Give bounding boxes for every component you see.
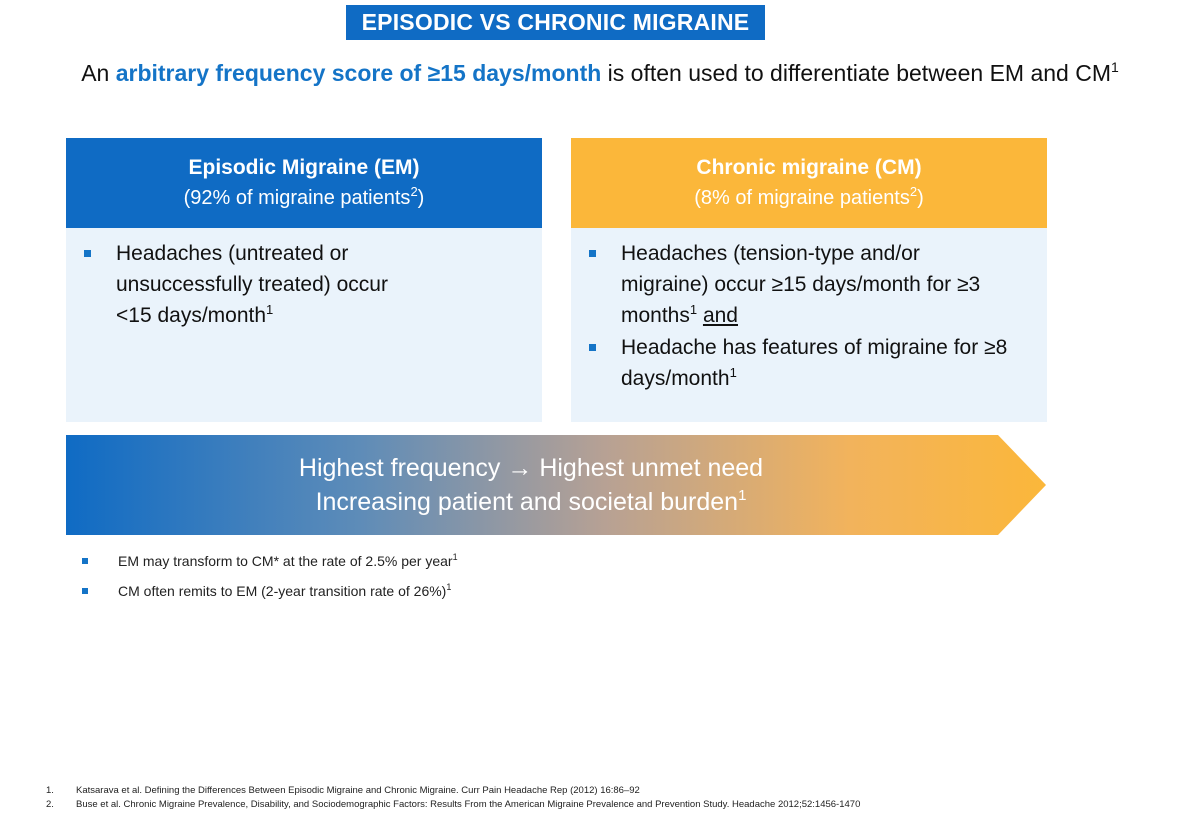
- reference-item: 1. Katsarava et al. Defining the Differe…: [46, 783, 860, 797]
- em-card-title: Episodic Migraine (EM): [188, 156, 420, 179]
- cm-card-title: Chronic migraine (CM): [696, 156, 922, 179]
- note-item: EM may transform to CM* at the rate of 2…: [82, 546, 458, 576]
- subtitle-prefix: An: [81, 60, 116, 86]
- cm-bullet: Headache has features of migraine for ≥8…: [589, 332, 1027, 394]
- burden-arrow: Highest frequency → Highest unmet need I…: [66, 435, 1046, 535]
- em-card-body: Headaches (untreated or unsuccessfully t…: [66, 228, 542, 331]
- subtitle-highlight: arbitrary frequency score of ≥15 days/mo…: [115, 60, 602, 86]
- bullet-square-icon: [82, 588, 88, 594]
- cm-card-subtitle: (8% of migraine patients2): [694, 184, 924, 209]
- cm-bullet: Headaches (tension-type and/or migraine)…: [589, 238, 1027, 331]
- cm-bullet-text: Headaches (tension-type and/or migraine)…: [621, 242, 981, 327]
- reference-text: Katsarava et al. Defining the Difference…: [76, 784, 640, 796]
- burden-arrow-text: Highest frequency → Highest unmet need I…: [66, 451, 996, 519]
- note-item: CM often remits to EM (2-year transition…: [82, 576, 458, 606]
- em-card-header: Episodic Migraine (EM) (92% of migraine …: [66, 138, 542, 228]
- cm-card: Chronic migraine (CM) (8% of migraine pa…: [571, 138, 1047, 422]
- bullet-square-icon: [84, 250, 91, 257]
- reference-text: Buse et al. Chronic Migraine Prevalence,…: [76, 798, 861, 810]
- note-text: EM may transform to CM* at the rate of 2…: [118, 552, 458, 570]
- em-bullet: Headaches (untreated or unsuccessfully t…: [84, 238, 522, 331]
- cm-bullet-and: and: [702, 304, 738, 327]
- slide-title: EPISODIC VS CHRONIC MIGRAINE: [346, 5, 765, 40]
- subtitle-suffix: is often used to differentiate between E…: [601, 60, 1111, 86]
- bullet-square-icon: [589, 344, 596, 351]
- reference-number: 1.: [46, 784, 54, 796]
- references: 1. Katsarava et al. Defining the Differe…: [46, 783, 860, 811]
- bullet-square-icon: [82, 558, 88, 564]
- em-card-subtitle: (92% of migraine patients2): [183, 184, 425, 209]
- subtitle-sup: 1: [1111, 59, 1119, 75]
- reference-item: 2. Buse et al. Chronic Migraine Prevalen…: [46, 797, 860, 811]
- gradient-arrow-shape: [66, 435, 1046, 535]
- arrow-line-2: Increasing patient and societal burden1: [315, 487, 747, 516]
- slide-title-text: EPISODIC VS CHRONIC MIGRAINE: [361, 9, 750, 35]
- transition-notes: EM may transform to CM* at the rate of 2…: [82, 546, 458, 606]
- note-text: CM often remits to EM (2-year transition…: [118, 582, 452, 600]
- em-bullet-text: Headaches (untreated or unsuccessfully t…: [116, 242, 388, 327]
- reference-number: 2.: [46, 798, 54, 810]
- cm-bullet-text: Headache has features of migraine for ≥8…: [621, 336, 1008, 390]
- slide-subtitle: An arbitrary frequency score of ≥15 days…: [0, 60, 1200, 87]
- cm-card-body: Headaches (tension-type and/or migraine)…: [571, 228, 1047, 394]
- em-card: Episodic Migraine (EM) (92% of migraine …: [66, 138, 542, 422]
- arrow-line-1: Highest frequency → Highest unmet need: [298, 454, 764, 482]
- cm-card-header: Chronic migraine (CM) (8% of migraine pa…: [571, 138, 1047, 228]
- bullet-square-icon: [589, 250, 596, 257]
